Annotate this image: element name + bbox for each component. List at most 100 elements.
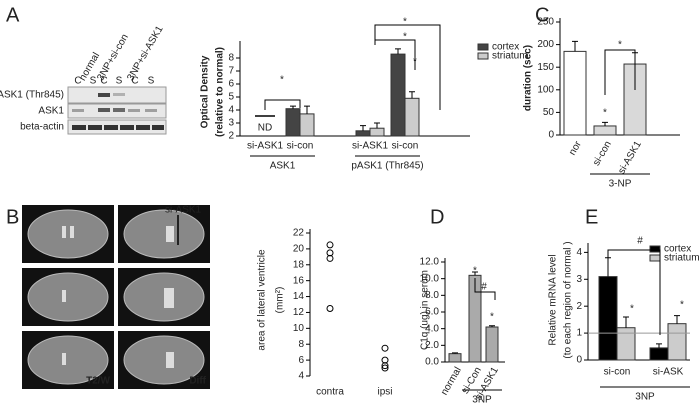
- bar: [355, 130, 371, 137]
- blot-lane-label: C: [74, 76, 81, 87]
- group-label: ASK1: [270, 161, 296, 172]
- y-axis-label: C1q (ug) in serum: [420, 270, 431, 350]
- y-tick-label: 1: [576, 328, 582, 339]
- point: [381, 362, 389, 370]
- y-tick-label: 12: [293, 307, 305, 318]
- annotation: *: [403, 17, 407, 28]
- x-tick-label: si-con: [287, 141, 314, 152]
- x-tick-label: si-con: [591, 139, 614, 168]
- y-tick-label: 2: [576, 301, 582, 312]
- y-tick-label: 4: [576, 247, 582, 258]
- y-tick-label: 4: [298, 371, 304, 382]
- y-tick-label: 8: [228, 53, 234, 64]
- error-bar: [572, 40, 578, 52]
- x-tick-label: ipsi: [377, 387, 392, 398]
- y-tick-label: 3: [228, 118, 234, 129]
- blot-lane-label: C: [131, 76, 138, 87]
- point: [326, 241, 334, 249]
- significance-bracket: [374, 39, 416, 70]
- western-blot: [67, 86, 167, 135]
- group-label: 3NP: [472, 395, 492, 406]
- bar: [285, 108, 301, 137]
- bar: [390, 53, 406, 137]
- significance-bracket: [374, 24, 441, 110]
- annotation: *: [490, 312, 494, 323]
- y-tick-label: 18: [293, 259, 305, 270]
- y-tick-label: 14: [293, 291, 305, 302]
- y-tick-label: 7: [228, 66, 234, 77]
- point: [381, 344, 389, 352]
- legend-label: cortex: [664, 244, 691, 255]
- panel-label: B: [6, 206, 19, 228]
- panel-label: C: [535, 4, 549, 26]
- blot-lane-label: S: [90, 76, 97, 87]
- bar: [649, 347, 669, 361]
- annotation: *: [473, 266, 477, 277]
- bar: [485, 326, 499, 363]
- error-bar: [304, 105, 310, 114]
- mri-images: [22, 205, 210, 389]
- blot-column-label: 3NP+si-ASK1: [125, 24, 165, 83]
- y-tick-label: 100: [537, 84, 554, 95]
- y-axis-label: area of lateral ventricle: [257, 249, 268, 351]
- y-tick-label: 0: [576, 355, 582, 366]
- annotation: *: [680, 300, 684, 311]
- x-tick-label: si-con: [604, 367, 631, 378]
- error-bar: [374, 122, 380, 129]
- group-label: 3NP: [635, 392, 655, 403]
- y-axis-label: (to each region of normal ): [563, 241, 574, 358]
- annotation: ND: [258, 123, 272, 134]
- mri-marker: si-ASK1: [165, 205, 202, 216]
- legend-label: striatum: [664, 253, 700, 264]
- point: [381, 364, 389, 372]
- mri-label: Diff: [189, 376, 206, 387]
- blot-row-label: beta-actin: [20, 122, 64, 133]
- error-bar: [472, 271, 478, 276]
- y-tick-label: 5: [228, 92, 234, 103]
- bar: [598, 276, 618, 361]
- bar: [616, 327, 636, 361]
- panel-label: E: [585, 206, 598, 228]
- x-tick-label: contra: [316, 387, 344, 398]
- bar: [448, 353, 462, 363]
- blot-lane-label: S: [148, 76, 155, 87]
- group-label: 3-NP: [609, 179, 632, 190]
- bar: [299, 113, 315, 137]
- blot-row-label: ASK1 (Thr845): [0, 90, 64, 101]
- y-tick-label: 10.0: [420, 273, 440, 284]
- y-tick-label: 4.0: [425, 323, 439, 334]
- y-tick-label: 50: [543, 107, 555, 118]
- blot-lane-label: S: [116, 76, 123, 87]
- y-axis-label: (mm²): [275, 287, 286, 314]
- bar: [369, 127, 385, 137]
- legend-swatch: [477, 43, 489, 51]
- mri-label: T2/W: [86, 376, 110, 387]
- y-tick-label: 8: [298, 339, 304, 350]
- y-tick-label: 2: [228, 131, 234, 142]
- blot-row-label: ASK1: [38, 106, 64, 117]
- error-bar: [623, 316, 629, 328]
- y-tick-label: 150: [537, 62, 554, 73]
- legend-label: striatum: [492, 51, 528, 62]
- x-tick-label: normal: [439, 365, 464, 397]
- error-bar: [452, 352, 458, 354]
- y-tick-label: 250: [537, 17, 554, 28]
- y-tick-label: 0.0: [425, 357, 439, 368]
- bar: [667, 323, 687, 361]
- y-axis-label: duration (sec): [523, 45, 534, 111]
- error-bar: [489, 325, 495, 327]
- y-tick-label: 12.0: [420, 257, 440, 268]
- significance-bracket: [474, 278, 496, 300]
- significance-bracket: [607, 249, 661, 335]
- annotation: #: [637, 236, 643, 247]
- y-tick-label: 10: [293, 323, 305, 334]
- significance-bracket: [264, 99, 301, 110]
- bar: [404, 97, 420, 137]
- y-tick-label: 3: [576, 274, 582, 285]
- error-bar: [395, 48, 401, 55]
- blot-lane-label: C: [100, 76, 107, 87]
- y-tick-label: 6.0: [425, 307, 439, 318]
- x-tick-label: si-ASK1: [616, 139, 644, 176]
- y-axis-label: Relative mRNA level: [548, 254, 559, 345]
- annotation: *: [413, 57, 417, 68]
